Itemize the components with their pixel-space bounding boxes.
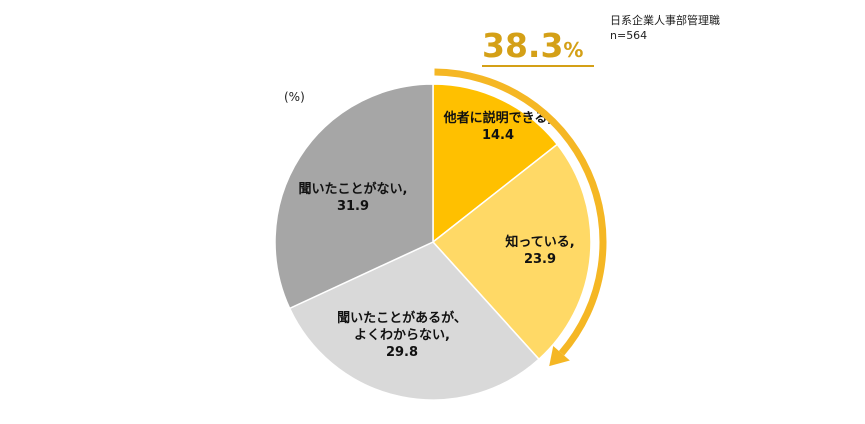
slice-value-label: 23.9 xyxy=(524,252,556,267)
callout-total-text: 38.3% xyxy=(482,26,583,65)
callout-arrow xyxy=(434,68,607,367)
pie-slice xyxy=(431,143,592,361)
slice-value-label: 14.4 xyxy=(482,128,514,143)
slice-category-label: 他者に説明できる, xyxy=(443,110,553,126)
callout-total: 38.3% xyxy=(482,26,594,67)
slice-category-label: 聞いたことがない, xyxy=(299,181,408,197)
pie-slice xyxy=(432,83,559,244)
pie-slice xyxy=(288,241,541,401)
respondent-group: 日系企業人事部管理職 xyxy=(610,13,720,27)
sample-size: n=564 xyxy=(610,29,647,42)
callout-unit: % xyxy=(563,38,583,62)
callout-arrow-arc xyxy=(434,68,607,356)
pie-slice xyxy=(274,83,434,310)
slice-value-label: 29.8 xyxy=(386,345,418,360)
callout-value: 38.3 xyxy=(482,26,563,65)
slice-labels: 他者に説明できる, 14.4 知っている, 23.9 聞いたことがあるが、よくわからない… xyxy=(299,110,575,360)
slice-value-label: 31.9 xyxy=(337,199,369,214)
callout-arrow-head xyxy=(549,346,570,367)
slice-category-label: 知っている, xyxy=(505,234,574,250)
pie-slices xyxy=(274,83,592,401)
slice-category-label: よくわからない, xyxy=(354,328,450,343)
slice-category-label: 聞いたことがあるが、 xyxy=(337,310,467,326)
unit-label: (%) xyxy=(284,90,305,104)
